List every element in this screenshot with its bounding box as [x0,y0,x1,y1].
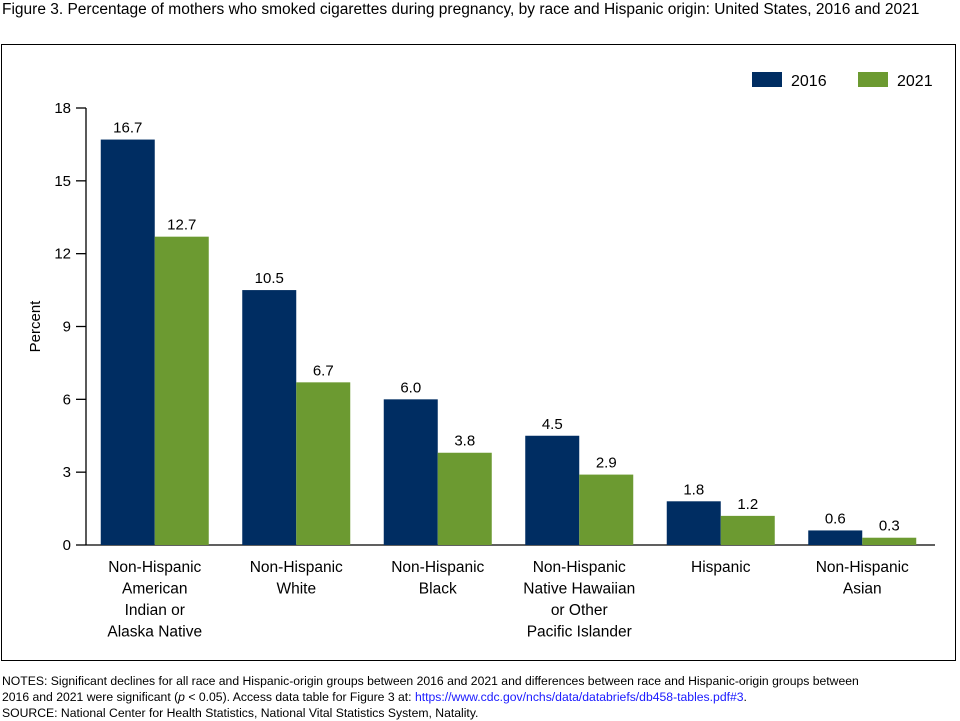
bar [437,452,492,545]
y-tick-label: 0 [63,537,71,554]
legend-label: 2021 [897,73,933,90]
x-tick-label: Non-Hispanic [391,559,484,576]
x-tick-label: Indian or [125,602,185,619]
chart-frame: 0 3 6 9 12 15 18 Percent 16.7 12.7 Non-Hispanic Ame… [1,44,956,661]
bar [242,290,297,545]
figure-title: Figure 3. Percentage of mothers who smok… [2,1,920,18]
notes-line-1: NOTES: Significant declines for all race… [2,674,859,688]
bar [862,537,917,545]
data-label: 0.3 [879,518,900,535]
x-tick-label: Pacific Islander [527,624,632,641]
y-axis-title: Percent [27,300,44,353]
notes-line-2-prefix: 2016 and 2021 were significant ( [2,690,179,704]
legend-swatch [858,72,888,87]
bar [100,139,155,546]
data-table-link[interactable]: https://www.cdc.gov/nchs/data/databriefs… [414,690,744,704]
data-label: 10.5 [255,270,284,287]
y-tick-label: 3 [63,464,71,481]
data-label: 6.0 [400,379,421,396]
data-label: 2.9 [596,455,617,472]
bar [666,501,721,545]
bar [154,236,209,545]
notes-line-2-middle: < 0.05). Access data table for Figure 3 … [184,690,415,704]
data-label: 12.7 [167,217,196,234]
data-label: 16.7 [113,120,142,137]
x-tick-label: American [122,581,187,598]
bar [296,382,351,545]
data-label: 3.8 [454,433,475,450]
data-label: 1.2 [737,496,758,513]
data-label: 4.5 [542,416,563,433]
data-label: 6.7 [313,362,334,379]
x-tick-label: or Other [551,602,608,619]
bar [808,530,863,545]
data-label: 1.8 [683,481,704,498]
data-label: 0.6 [825,510,846,527]
x-tick-label: Native Hawaiian [523,581,635,598]
figure-notes: NOTES: Significant declines for all race… [2,673,957,721]
bar-chart: 0 3 6 9 12 15 18 Percent 16.7 12.7 Non-Hispanic Ame… [27,72,935,641]
x-tick-label: Non-Hispanic [533,559,626,576]
x-tick-label: Non-Hispanic [816,559,909,576]
x-tick-label: Hispanic [691,559,751,576]
bar [579,474,634,545]
bar [525,435,580,545]
x-tick-label: Non-Hispanic [108,559,201,576]
x-tick-label: Non-Hispanic [250,559,343,576]
x-tick-label: Black [419,581,457,598]
notes-line-2-suffix: . [743,690,747,704]
x-tick-label: White [276,581,316,598]
source-line: SOURCE: National Center for Health Stati… [2,706,479,720]
y-tick-label: 18 [54,100,71,117]
legend-swatch [752,72,782,87]
y-tick-label: 6 [63,391,71,408]
y-tick-label: 12 [54,246,71,263]
y-tick-label: 9 [63,319,71,336]
x-tick-label: Asian [843,581,882,598]
bar [383,399,438,545]
x-tick-label: Alaska Native [107,624,202,641]
legend-label: 2016 [791,73,827,90]
notes-line-2: 2016 and 2021 were significant (p < 0.05… [2,689,957,705]
notes-p-symbol: p [178,690,185,704]
bar [720,515,775,545]
y-tick-label: 15 [54,173,71,190]
